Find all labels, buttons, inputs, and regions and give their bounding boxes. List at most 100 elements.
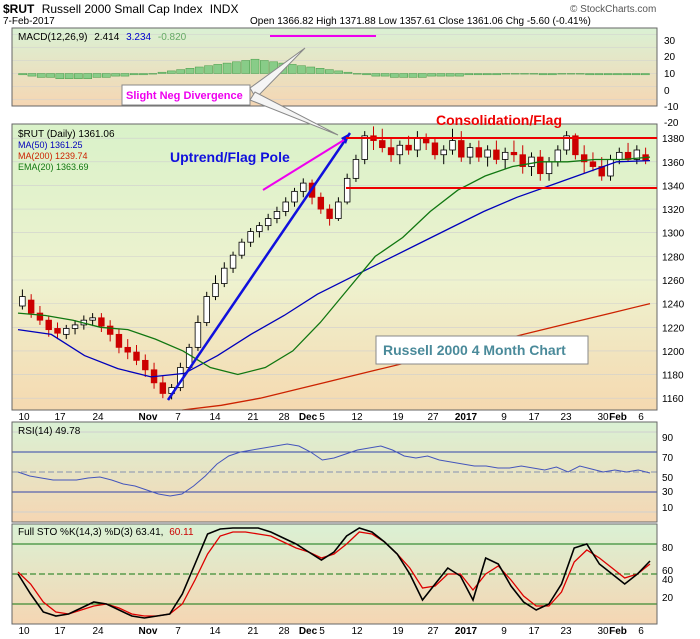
macd-histogram-bar [213, 64, 223, 74]
x-tick-label: 6 [638, 626, 644, 637]
macd-histogram-bar [74, 73, 83, 79]
x-tick-label: 24 [92, 412, 104, 423]
candle [106, 325, 114, 335]
price-legend-main: $RUT (Daily) 1361.06 [18, 129, 115, 140]
sto-tick: 20 [662, 593, 674, 604]
candle [466, 147, 474, 158]
candle [36, 312, 44, 321]
legend-ema20: EMA(20) 1363.69 [18, 162, 89, 172]
price-tick: 1160 [662, 394, 684, 405]
macd-histogram-bar [548, 73, 557, 76]
macd-histogram-bar [157, 71, 167, 74]
macd-histogram-bar [297, 65, 306, 74]
sto-y-axis: 80 60 40 20 [662, 543, 674, 604]
x-tick-label: 5 [319, 412, 325, 423]
macd-y-axis: 30 20 10 0 -10 -20 [664, 36, 679, 129]
macd-histogram-bar [445, 73, 455, 77]
x-tick-label: 21 [247, 626, 259, 637]
candle [159, 382, 167, 394]
macd-histogram-bar [399, 73, 409, 78]
macd-histogram-bar [594, 73, 604, 76]
x-tick-label: Dec [299, 412, 318, 423]
price-tick: 1180 [662, 371, 684, 382]
candle [405, 144, 412, 151]
candle [387, 147, 395, 156]
candle [335, 201, 342, 219]
macd-histogram-bar [371, 73, 381, 77]
header-date: 7-Feb-2017 [3, 16, 55, 27]
candle [537, 156, 544, 175]
uptrend-label: Uptrend/Flag Pole [170, 149, 290, 165]
macd-histogram-bar [92, 73, 102, 78]
macd-histogram-bar [520, 73, 529, 75]
macd-tick: -10 [664, 102, 679, 113]
symbol: $RUT [3, 2, 35, 16]
macd-histogram-bar [622, 73, 632, 76]
candle [519, 154, 526, 167]
x-tick-label: 17 [528, 626, 540, 637]
candle [89, 317, 96, 321]
macd-histogram-bar [408, 73, 418, 78]
index-name: Russell 2000 Small Cap Index [42, 2, 203, 16]
candle [229, 254, 237, 269]
macd-histogram-bar [83, 73, 93, 79]
macd-histogram-bar [334, 70, 343, 74]
macd-panel-bg [12, 28, 657, 106]
macd-histogram-bar [529, 73, 539, 75]
macd-histogram-bar [315, 68, 325, 74]
macd-histogram-bar [631, 73, 641, 76]
macd-histogram-bar [241, 60, 251, 74]
neg-div-callout-up [249, 47, 306, 99]
macd-histogram-bar [603, 73, 613, 76]
candle [458, 140, 465, 158]
sto-tick: 40 [662, 575, 674, 586]
legend-ma200: MA(200) 1239.74 [18, 151, 88, 161]
price-tick: 1240 [662, 300, 685, 311]
macd-histogram-bar [492, 73, 501, 76]
price-tick: 1300 [662, 229, 685, 240]
macd-histogram-bar [362, 73, 371, 76]
macd-tick: 10 [664, 69, 676, 80]
macd-histogram-bar [204, 65, 213, 74]
x-tick-label: 17 [54, 412, 66, 423]
macd-label: MACD(12,26,9) 2.414 3.234 -0.820 [18, 32, 187, 43]
candle [545, 161, 553, 175]
candle [300, 182, 307, 192]
x-tick-label: 19 [392, 626, 404, 637]
x-tick-label: 6 [638, 412, 644, 423]
macd-histogram-bar [343, 71, 353, 74]
macd-histogram-bar [176, 69, 185, 74]
price-tick: 1220 [662, 323, 685, 334]
candle [379, 140, 386, 149]
candle [501, 151, 509, 160]
candle [142, 359, 149, 371]
macd-histogram-bar [46, 73, 55, 78]
macd-histogram-bar [306, 66, 316, 74]
sto-panel-bg [12, 524, 657, 624]
candle [352, 159, 360, 179]
candle [194, 322, 202, 348]
x-tick-label: 17 [54, 626, 66, 637]
candle [607, 159, 614, 177]
candle [45, 319, 52, 331]
candle [326, 208, 333, 219]
price-tick: 1320 [662, 205, 685, 216]
candle [291, 190, 298, 203]
macd-histogram-bar [464, 73, 474, 76]
macd-histogram-bar [613, 73, 622, 76]
macd-histogram-bar [139, 73, 148, 76]
candle [343, 177, 351, 203]
candle [212, 283, 219, 297]
candle [63, 328, 70, 335]
candle [528, 156, 535, 167]
candle [264, 218, 272, 227]
rsi-tick: 70 [662, 453, 674, 464]
macd-histogram-bar [148, 73, 158, 75]
macd-histogram-bar [510, 73, 520, 75]
x-tick-label: Nov [139, 412, 158, 423]
x-tick-label: 7 [175, 412, 181, 423]
macd-histogram-bar [55, 73, 65, 79]
sto-tick: 60 [662, 566, 674, 577]
rsi-y-axis: 90 70 50 30 10 [662, 433, 674, 514]
